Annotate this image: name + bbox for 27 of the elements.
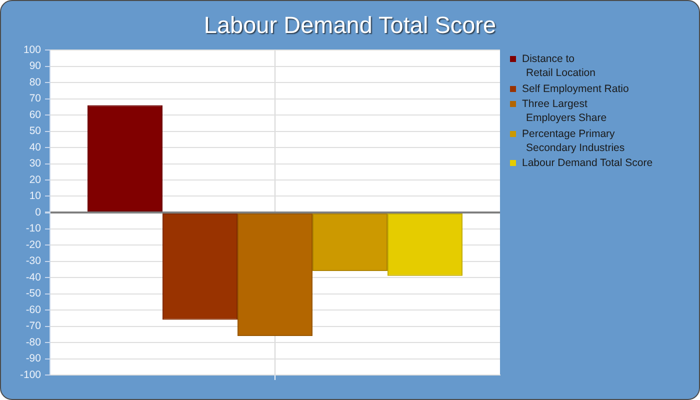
y-tick-label: -70 <box>26 320 42 332</box>
y-tick-label: 10 <box>29 190 42 202</box>
y-tick-label: -10 <box>26 222 42 235</box>
y-tick-label: -50 <box>26 288 42 300</box>
legend-label: Labour Demand Total Score <box>522 156 653 170</box>
y-tick-label: -80 <box>26 336 42 348</box>
y-tick-label: 60 <box>29 108 42 121</box>
y-tick-label: -60 <box>26 304 42 316</box>
y-tick-label: 80 <box>29 76 42 88</box>
y-tick-label: -20 <box>26 238 42 251</box>
y-tick-label: 70 <box>29 92 42 105</box>
legend-label: Three Largest Employers Share <box>522 97 607 125</box>
y-tick-label: -40 <box>26 271 42 284</box>
y-tick-label: 50 <box>29 125 42 138</box>
y-tick-label: -90 <box>26 352 42 365</box>
chart-title: Labour Demand Total Score <box>204 11 496 40</box>
y-tick-label: -100 <box>20 368 42 381</box>
legend-label: Percentage Primary Secondary Industries <box>522 126 625 154</box>
legend-label: Self Employment Ratio <box>522 82 629 96</box>
y-tick-label: 40 <box>29 141 42 154</box>
legend-label: Distance to Retail Location <box>522 52 596 80</box>
y-tick-label: 90 <box>29 60 42 72</box>
y-tick-label: 20 <box>29 174 42 186</box>
y-tick-label: -30 <box>26 255 42 268</box>
y-tick-label: 100 <box>23 44 42 56</box>
y-tick-label: 30 <box>29 158 42 170</box>
y-tick-label: 0 <box>35 206 42 218</box>
